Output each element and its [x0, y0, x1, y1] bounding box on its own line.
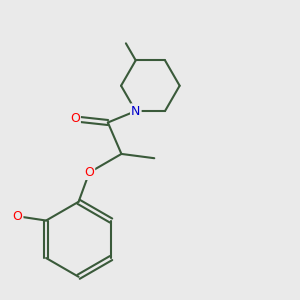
- Text: O: O: [70, 112, 80, 125]
- Text: N: N: [131, 105, 140, 118]
- Text: O: O: [13, 210, 22, 223]
- Text: O: O: [84, 166, 94, 179]
- Text: N: N: [131, 105, 140, 118]
